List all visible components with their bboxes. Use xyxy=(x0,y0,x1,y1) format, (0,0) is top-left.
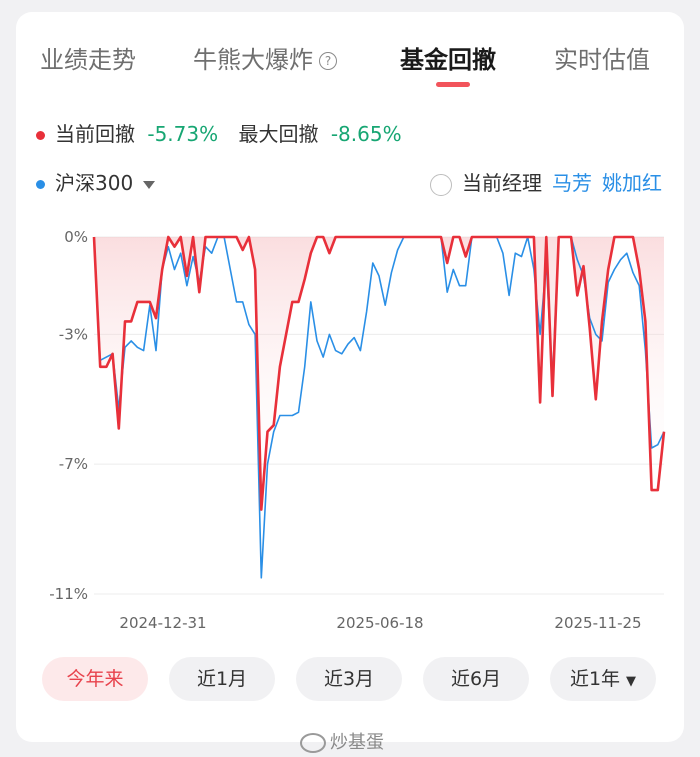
period-6m-button[interactable]: 近6月 xyxy=(423,657,529,701)
period-3m-button[interactable]: 近3月 xyxy=(296,657,402,701)
x-axis-labels: 2024-12-31 2025-06-18 2025-11-25 xyxy=(119,614,641,632)
period-label: 近3月 xyxy=(323,668,375,690)
radio-icon[interactable] xyxy=(430,173,452,196)
benchmark-selector[interactable]: 沪深300 xyxy=(36,167,156,196)
tab-performance[interactable]: 业绩走势 xyxy=(40,40,136,75)
drawdown-stats: 当前回撤 -5.73% 最大回撤 -8.65% xyxy=(36,118,402,147)
fund-drawdown-card: 业绩走势 牛熊大爆炸? 基金回撤 实时估值 当前回撤 -5.73% 最大回撤 -… xyxy=(16,12,684,742)
max-drawdown-value: -8.65% xyxy=(330,122,402,146)
weibo-watermark: 炒基蛋 xyxy=(300,728,384,754)
fund-series-dot xyxy=(36,131,45,140)
tab-bull-bear-label: 牛熊大爆炸 xyxy=(193,46,313,74)
y-axis-labels: 0% -3% -7% -11% xyxy=(49,228,88,603)
tab-fund-drawdown-label: 基金回撤 xyxy=(400,46,496,74)
series-lines xyxy=(92,235,666,579)
max-drawdown-label: 最大回撤 xyxy=(238,122,319,146)
x-tick-label: 2025-06-18 xyxy=(336,614,423,632)
current-manager-toggle[interactable]: 当前经理 马芳 姚加红 xyxy=(430,167,662,196)
fund-drawdown-line xyxy=(92,235,666,511)
y-tick-label: -11% xyxy=(49,585,88,603)
caret-down-icon xyxy=(143,180,156,189)
x-tick-label: 2024-12-31 xyxy=(119,614,206,632)
period-ytd-button[interactable]: 今年来 xyxy=(42,657,148,701)
period-label: 近1月 xyxy=(196,668,248,690)
y-tick-label: 0% xyxy=(64,228,88,246)
y-tick-label: -3% xyxy=(59,325,88,343)
watermark-text: 炒基蛋 xyxy=(330,732,384,753)
period-label: 近6月 xyxy=(450,668,502,690)
help-circle-icon[interactable]: ? xyxy=(319,52,337,70)
period-1m-button[interactable]: 近1月 xyxy=(169,657,275,701)
x-tick-label: 2025-11-25 xyxy=(554,614,641,632)
current-manager-label: 当前经理 xyxy=(462,171,542,195)
tab-bull-bear[interactable]: 牛熊大爆炸? xyxy=(193,40,337,75)
y-tick-label: -7% xyxy=(59,455,88,473)
manager-name[interactable]: 姚加红 xyxy=(602,171,662,195)
drawdown-chart: 0% -3% -7% -11% 2024-12-31 2025-06-18 2025-11… xyxy=(49,228,666,632)
period-label: 今年来 xyxy=(66,668,124,690)
tab-realtime-valuation[interactable]: 实时估值 xyxy=(554,40,650,75)
period-label: 近1年 xyxy=(569,668,621,690)
manager-name[interactable]: 马芳 xyxy=(552,171,592,195)
tab-performance-label: 业绩走势 xyxy=(40,46,136,74)
tab-bar: 业绩走势 牛熊大爆炸? 基金回撤 实时估值 xyxy=(16,40,684,100)
benchmark-label: 沪深300 xyxy=(55,171,134,195)
current-drawdown-value: -5.73% xyxy=(147,122,219,146)
fund-drawdown-area xyxy=(94,237,664,510)
tab-realtime-valuation-label: 实时估值 xyxy=(554,46,650,74)
benchmark-series-dot xyxy=(36,180,45,189)
weibo-icon xyxy=(300,733,326,753)
tab-fund-drawdown[interactable]: 基金回撤 xyxy=(400,40,496,75)
period-1y-button[interactable]: 近1年 ▼ xyxy=(550,657,656,701)
caret-down-icon: ▼ xyxy=(626,674,637,689)
period-selector: 今年来 近1月 近3月 近6月 近1年 ▼ xyxy=(16,657,684,703)
current-drawdown-label: 当前回撤 xyxy=(55,122,135,146)
active-tab-indicator xyxy=(436,82,470,87)
